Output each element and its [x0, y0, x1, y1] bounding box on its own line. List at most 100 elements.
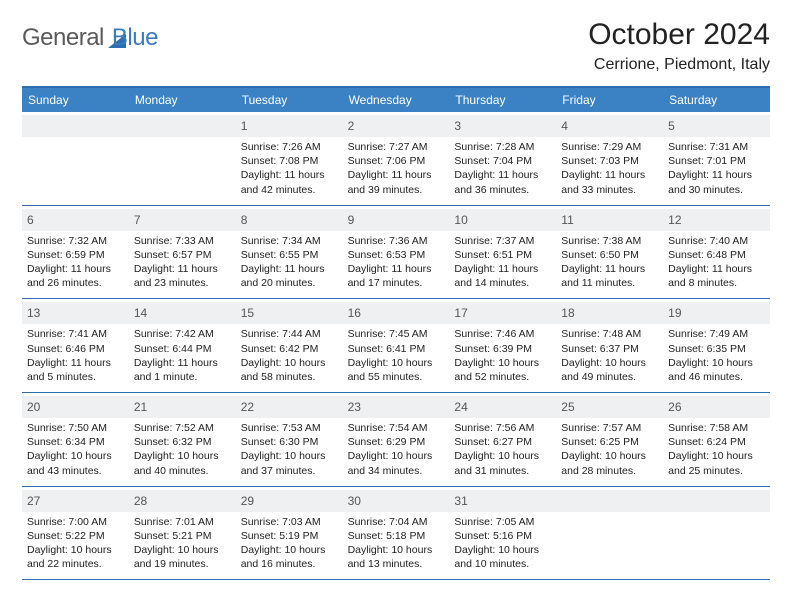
location: Cerrione, Piedmont, Italy [588, 56, 770, 74]
sunrise-line: Sunrise: 7:42 AM [134, 327, 231, 341]
sunrise-line: Sunrise: 7:45 AM [348, 327, 445, 341]
day-number-bar: 1 [236, 115, 343, 137]
day-cell [556, 487, 663, 580]
daylight-line: Daylight: 11 hours and 5 minutes. [27, 356, 124, 384]
sunrise-line: Sunrise: 7:28 AM [454, 140, 551, 154]
daylight-line: Daylight: 11 hours and 33 minutes. [561, 168, 658, 196]
sunset-line: Sunset: 7:04 PM [454, 154, 551, 168]
header: General Blue October 2024 Cerrione, Pied… [22, 18, 770, 74]
day-number [134, 119, 137, 133]
day-number: 2 [348, 119, 355, 133]
day-number: 14 [134, 306, 147, 320]
day-cell: 12Sunrise: 7:40 AMSunset: 6:48 PMDayligh… [663, 206, 770, 299]
sunrise-line: Sunrise: 7:05 AM [454, 515, 551, 529]
calendar: Sunday Monday Tuesday Wednesday Thursday… [22, 86, 770, 580]
day-cell [22, 112, 129, 205]
week-row: 20Sunrise: 7:50 AMSunset: 6:34 PMDayligh… [22, 393, 770, 487]
daylight-line: Daylight: 11 hours and 36 minutes. [454, 168, 551, 196]
daylight-line: Daylight: 10 hours and 46 minutes. [668, 356, 765, 384]
daylight-line: Daylight: 11 hours and 39 minutes. [348, 168, 445, 196]
day-header: Tuesday [236, 88, 343, 112]
day-number: 1 [241, 119, 248, 133]
day-number: 13 [27, 306, 40, 320]
day-cell: 14Sunrise: 7:42 AMSunset: 6:44 PMDayligh… [129, 299, 236, 392]
sunrise-line: Sunrise: 7:58 AM [668, 421, 765, 435]
sunrise-line: Sunrise: 7:53 AM [241, 421, 338, 435]
sunrise-line: Sunrise: 7:33 AM [134, 234, 231, 248]
sunrise-line: Sunrise: 7:31 AM [668, 140, 765, 154]
daylight-line: Daylight: 11 hours and 26 minutes. [27, 262, 124, 290]
day-number-bar: 14 [129, 302, 236, 324]
sunrise-line: Sunrise: 7:26 AM [241, 140, 338, 154]
day-cell: 19Sunrise: 7:49 AMSunset: 6:35 PMDayligh… [663, 299, 770, 392]
day-cell: 18Sunrise: 7:48 AMSunset: 6:37 PMDayligh… [556, 299, 663, 392]
sunset-line: Sunset: 6:35 PM [668, 342, 765, 356]
day-header: Sunday [22, 88, 129, 112]
sunset-line: Sunset: 6:46 PM [27, 342, 124, 356]
daylight-line: Daylight: 10 hours and 40 minutes. [134, 449, 231, 477]
daylight-line: Daylight: 11 hours and 30 minutes. [668, 168, 765, 196]
day-cell: 28Sunrise: 7:01 AMSunset: 5:21 PMDayligh… [129, 487, 236, 580]
daylight-line: Daylight: 10 hours and 55 minutes. [348, 356, 445, 384]
day-number: 6 [27, 213, 34, 227]
day-number-bar: 15 [236, 302, 343, 324]
day-header: Monday [129, 88, 236, 112]
sunset-line: Sunset: 7:06 PM [348, 154, 445, 168]
day-header: Saturday [663, 88, 770, 112]
day-number: 15 [241, 306, 254, 320]
daylight-line: Daylight: 11 hours and 17 minutes. [348, 262, 445, 290]
sunset-line: Sunset: 7:03 PM [561, 154, 658, 168]
sunset-line: Sunset: 6:44 PM [134, 342, 231, 356]
day-cell: 23Sunrise: 7:54 AMSunset: 6:29 PMDayligh… [343, 393, 450, 486]
day-number: 23 [348, 400, 361, 414]
sunrise-line: Sunrise: 7:44 AM [241, 327, 338, 341]
day-cell: 13 Sunrise: 7:41 AMSunset: 6:46 PMDayligh… [22, 299, 129, 392]
day-number: 31 [454, 494, 467, 508]
day-number: 30 [348, 494, 361, 508]
day-cell: 5Sunrise: 7:31 AMSunset: 7:01 PMDaylight… [663, 112, 770, 205]
sunrise-line: Sunrise: 7:46 AM [454, 327, 551, 341]
sunrise-line: Sunrise: 7:03 AM [241, 515, 338, 529]
sunrise-line: Sunrise: 7:48 AM [561, 327, 658, 341]
day-number: 8 [241, 213, 248, 227]
sunrise-line: Sunrise: 7:41 AM [27, 327, 124, 341]
daylight-line: Daylight: 10 hours and 19 minutes. [134, 543, 231, 571]
week-row: 6Sunrise: 7:32 AMSunset: 6:59 PMDaylight… [22, 206, 770, 300]
sunrise-line: Sunrise: 7:36 AM [348, 234, 445, 248]
day-cell: 17Sunrise: 7:46 AMSunset: 6:39 PMDayligh… [449, 299, 556, 392]
day-number-bar: 20 [22, 396, 129, 418]
day-number-bar: 2 [343, 115, 450, 137]
sunset-line: Sunset: 6:59 PM [27, 248, 124, 262]
day-number-bar [22, 115, 129, 137]
day-number-bar: 25 [556, 396, 663, 418]
day-cell [129, 112, 236, 205]
day-number-bar: 9 [343, 209, 450, 231]
sunset-line: Sunset: 7:01 PM [668, 154, 765, 168]
month-title: October 2024 [588, 18, 770, 52]
day-number-bar: 29 [236, 490, 343, 512]
daylight-line: Daylight: 11 hours and 14 minutes. [454, 262, 551, 290]
day-number-bar: 3 [449, 115, 556, 137]
day-cell: 8Sunrise: 7:34 AMSunset: 6:55 PMDaylight… [236, 206, 343, 299]
daylight-line: Daylight: 11 hours and 11 minutes. [561, 262, 658, 290]
day-cell: 21Sunrise: 7:52 AMSunset: 6:32 PMDayligh… [129, 393, 236, 486]
day-number: 26 [668, 400, 681, 414]
sunset-line: Sunset: 6:39 PM [454, 342, 551, 356]
week-row: 1Sunrise: 7:26 AMSunset: 7:08 PMDaylight… [22, 112, 770, 206]
day-cell: 31Sunrise: 7:05 AMSunset: 5:16 PMDayligh… [449, 487, 556, 580]
day-cell: 30Sunrise: 7:04 AMSunset: 5:18 PMDayligh… [343, 487, 450, 580]
day-number-bar: 21 [129, 396, 236, 418]
daylight-line: Daylight: 10 hours and 34 minutes. [348, 449, 445, 477]
day-number [561, 494, 564, 508]
day-cell: 25Sunrise: 7:57 AMSunset: 6:25 PMDayligh… [556, 393, 663, 486]
day-number-bar [556, 490, 663, 512]
daylight-line: Daylight: 11 hours and 8 minutes. [668, 262, 765, 290]
day-cell: 24Sunrise: 7:56 AMSunset: 6:27 PMDayligh… [449, 393, 556, 486]
daylight-line: Daylight: 10 hours and 13 minutes. [348, 543, 445, 571]
day-number-bar: 22 [236, 396, 343, 418]
daylight-line: Daylight: 10 hours and 43 minutes. [27, 449, 124, 477]
sunset-line: Sunset: 6:42 PM [241, 342, 338, 356]
sunrise-line: Sunrise: 7:29 AM [561, 140, 658, 154]
day-number-bar: 12 [663, 209, 770, 231]
sunset-line: Sunset: 6:34 PM [27, 435, 124, 449]
